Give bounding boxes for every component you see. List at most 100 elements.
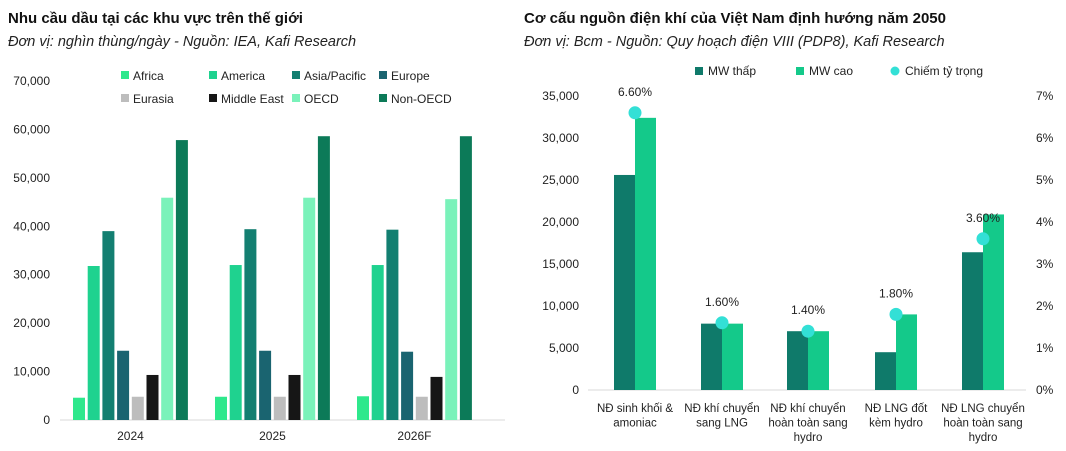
bar xyxy=(445,199,458,420)
y-left-tick-label: 0 xyxy=(572,383,579,397)
bar xyxy=(87,265,100,420)
legend-label: Europe xyxy=(391,69,430,83)
x-category-label: sang LNG xyxy=(696,418,748,430)
bar xyxy=(962,252,983,390)
y-left-tick-label: 20,000 xyxy=(542,215,579,229)
legend-label: MW thấp xyxy=(708,64,756,78)
y-tick-label: 0 xyxy=(43,413,50,427)
bar xyxy=(161,197,174,420)
share-data-label: 1.60% xyxy=(705,295,739,309)
oil-demand-chart-panel: Nhu cầu dầu tại các khu vực trên thế giớ… xyxy=(0,0,520,451)
y-tick-label: 60,000 xyxy=(13,122,50,136)
y-tick-label: 20,000 xyxy=(13,316,50,330)
x-category-label: hoàn toàn sang xyxy=(768,418,847,430)
legend-swatch xyxy=(209,71,217,79)
bar xyxy=(288,374,301,420)
y-left-tick-label: 15,000 xyxy=(542,257,579,271)
legend-label: OECD xyxy=(304,92,339,106)
share-data-label: 1.80% xyxy=(879,286,913,300)
bar xyxy=(117,350,130,420)
share-marker xyxy=(889,307,903,321)
x-category-label: 2026F xyxy=(397,429,431,443)
chart-subtitle: Đơn vị: Bcm - Nguồn: Quy hoạch điện VIII… xyxy=(524,34,945,50)
bar xyxy=(787,331,808,390)
x-category-label: NĐ khí chuyển xyxy=(770,403,845,415)
x-category-label: NĐ khí chuyển xyxy=(684,403,759,415)
y-right-tick-label: 6% xyxy=(1036,131,1054,145)
y-left-tick-label: 30,000 xyxy=(542,131,579,145)
bar xyxy=(229,265,242,420)
share-marker xyxy=(801,324,815,338)
legend-swatch xyxy=(796,67,804,75)
bar xyxy=(244,229,257,420)
legend-label: Africa xyxy=(133,69,164,83)
bar xyxy=(146,374,159,420)
legend-label: Middle East xyxy=(221,92,284,106)
gas-power-combo-chart: 0 5,000 10,000 15,000 20,000 25,000 30,000 35,0… xyxy=(542,64,1054,444)
bar xyxy=(102,231,115,420)
share-marker xyxy=(628,106,642,120)
legend-swatch xyxy=(121,94,129,102)
y-right-tick-label: 2% xyxy=(1036,299,1054,313)
bar xyxy=(875,352,896,390)
y-left-tick-label: 10,000 xyxy=(542,299,579,313)
legend-label: Asia/Pacific xyxy=(304,69,366,83)
y-tick-label: 50,000 xyxy=(13,171,50,185)
share-data-label: 6.60% xyxy=(618,85,652,99)
x-category-label: amoniac xyxy=(613,418,657,430)
x-category-label: hoàn toàn sang xyxy=(943,418,1022,430)
bar xyxy=(401,351,414,420)
legend-swatch xyxy=(379,71,387,79)
y-right-tick-label: 1% xyxy=(1036,341,1054,355)
legend-swatch xyxy=(209,94,217,102)
bar xyxy=(635,117,656,390)
y-right-tick-label: 7% xyxy=(1036,89,1054,103)
legend-swatch xyxy=(379,94,387,102)
x-category-label: hydro xyxy=(794,432,823,444)
y-left-tick-label: 5,000 xyxy=(549,341,579,355)
y-left-tick-label: 35,000 xyxy=(542,89,579,103)
x-category-label: hydro xyxy=(969,432,998,444)
y-tick-label: 40,000 xyxy=(13,219,50,233)
y-tick-label: 10,000 xyxy=(13,365,50,379)
bar xyxy=(303,197,316,420)
gas-power-chart-panel: Cơ cấu nguồn điện khí của Việt Nam định … xyxy=(520,0,1066,451)
bar xyxy=(317,136,330,421)
bar xyxy=(131,396,144,420)
y-right-tick-label: 0% xyxy=(1036,383,1054,397)
bar xyxy=(701,323,722,390)
y-right-tick-label: 3% xyxy=(1036,257,1054,271)
x-category-label: 2025 xyxy=(259,429,286,443)
bar xyxy=(983,214,1004,390)
x-category-label: 2024 xyxy=(117,429,144,443)
legend-swatch xyxy=(695,67,703,75)
bar xyxy=(371,265,384,420)
share-marker xyxy=(976,232,990,246)
share-marker xyxy=(715,316,729,330)
chart-title: Cơ cấu nguồn điện khí của Việt Nam định … xyxy=(524,10,946,27)
legend-swatch xyxy=(121,71,129,79)
bar xyxy=(808,331,829,390)
legend-swatch xyxy=(292,71,300,79)
legend-label: Non-OECD xyxy=(391,92,452,106)
bar xyxy=(73,397,85,420)
legend-swatch xyxy=(292,94,300,102)
legend-label: Eurasia xyxy=(133,92,174,106)
bar xyxy=(459,136,472,421)
bar xyxy=(175,140,188,420)
bar xyxy=(614,174,635,390)
oil-demand-bar-chart: 0 10,000 20,000 30,000 40,000 50,000 60,000 70,… xyxy=(13,69,505,443)
y-tick-label: 30,000 xyxy=(13,268,50,282)
bar xyxy=(896,314,917,390)
y-left-tick-label: 25,000 xyxy=(542,173,579,187)
x-category-label: kèm hydro xyxy=(869,418,923,430)
bar xyxy=(273,396,286,420)
x-category-label: NĐ LNG chuyển xyxy=(941,403,1025,415)
y-right-tick-label: 4% xyxy=(1036,215,1054,229)
bar xyxy=(430,376,443,420)
bar xyxy=(415,396,428,420)
legend-label: Chiếm tỷ trọng xyxy=(905,64,983,78)
legend-label: MW cao xyxy=(809,64,853,78)
bar xyxy=(722,323,743,390)
x-category-label: NĐ LNG đốt xyxy=(865,403,928,415)
